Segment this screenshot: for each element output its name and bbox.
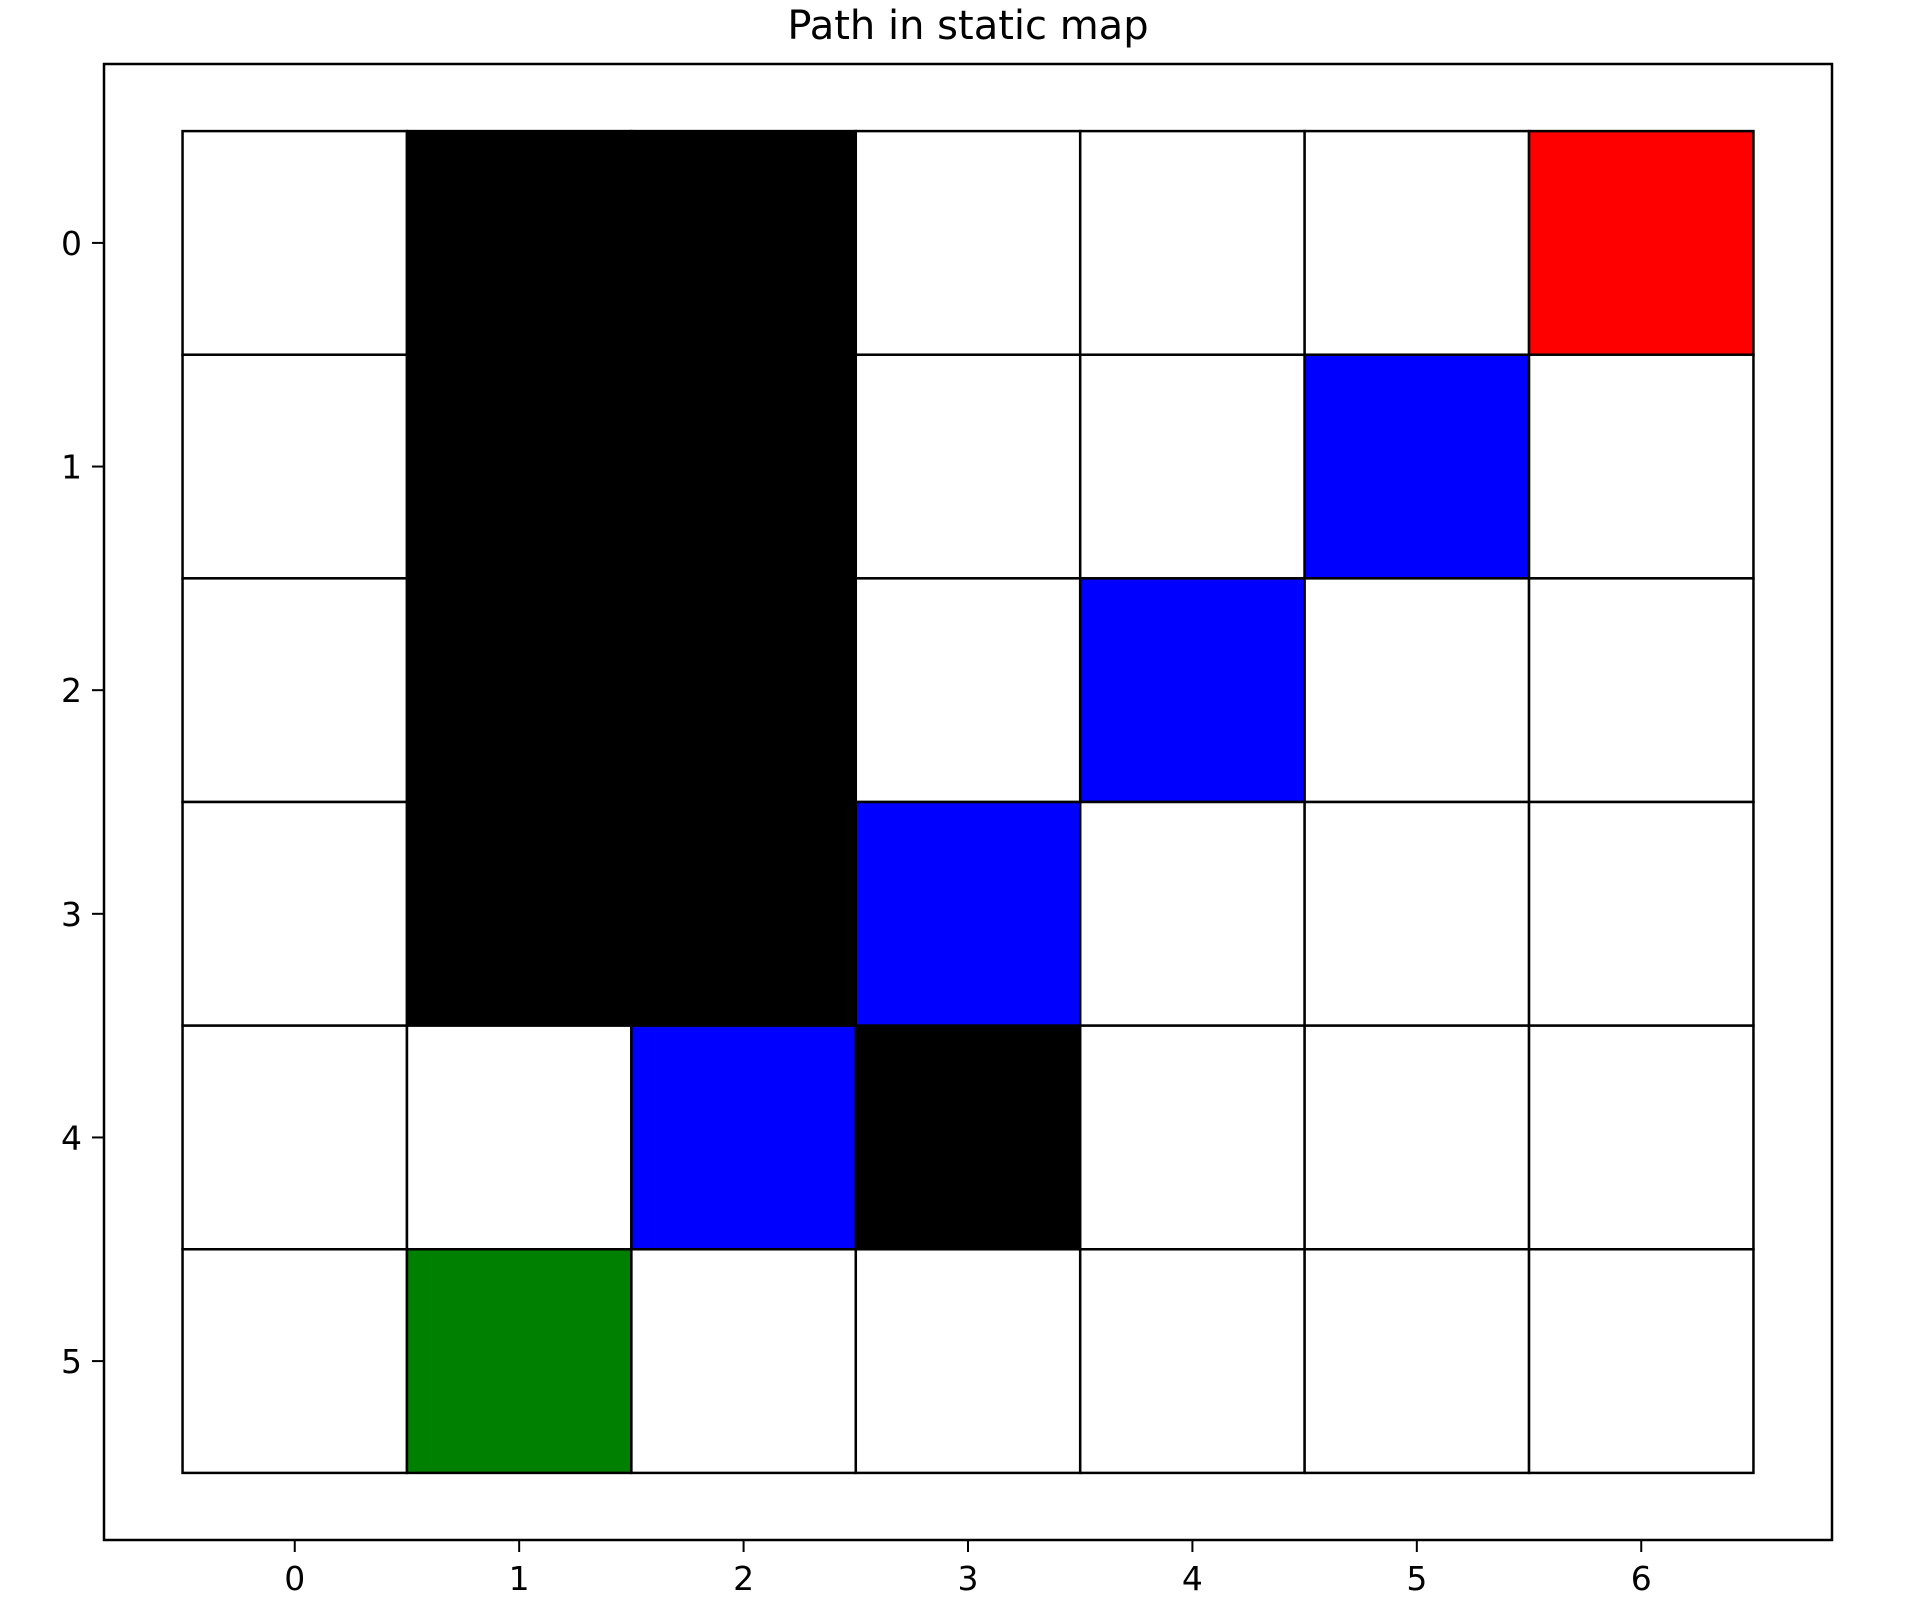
- cell-obstacle-r3-c2: [630, 800, 858, 1027]
- x-tick-label: 3: [958, 1559, 979, 1598]
- cell-free-r4-c5: [1303, 1024, 1531, 1251]
- cell-free-r0-c4: [1078, 129, 1306, 356]
- y-tick-label: 4: [61, 1118, 82, 1157]
- y-tick-label: 5: [61, 1342, 82, 1381]
- cell-free-r5-c2: [630, 1248, 858, 1475]
- cell-free-r1-c6: [1527, 353, 1755, 580]
- cell-start-r5-c1: [405, 1248, 633, 1475]
- cell-free-r3-c4: [1078, 800, 1306, 1027]
- cell-obstacle-r2-c1: [405, 577, 633, 804]
- cell-free-r5-c0: [181, 1248, 409, 1475]
- cell-free-r2-c3: [854, 577, 1082, 804]
- x-tick-label: 1: [509, 1559, 530, 1598]
- cell-free-r1-c3: [854, 353, 1082, 580]
- cell-free-r4-c6: [1527, 1024, 1755, 1251]
- cell-obstacle-r2-c2: [630, 577, 858, 804]
- y-axis: 0 1 2 3 4 5: [61, 224, 104, 1381]
- x-tick-label: 4: [1182, 1559, 1203, 1598]
- x-tick-label: 6: [1631, 1559, 1652, 1598]
- cell-obstacle-r3-c1: [405, 800, 633, 1027]
- y-tick-label: 1: [61, 448, 82, 487]
- cell-free-r1-c0: [181, 353, 409, 580]
- cell-free-r2-c0: [181, 577, 409, 804]
- cell-free-r3-c0: [181, 800, 409, 1027]
- chart-title: Path in static map: [787, 3, 1148, 49]
- cell-free-r1-c4: [1078, 353, 1306, 580]
- cell-path-r3-c3: [854, 800, 1082, 1027]
- cell-free-r3-c5: [1303, 800, 1531, 1027]
- x-tick-label: 5: [1406, 1559, 1427, 1598]
- cell-free-r0-c5: [1303, 129, 1531, 356]
- cell-free-r5-c4: [1078, 1248, 1306, 1475]
- cell-free-r4-c1: [405, 1024, 633, 1251]
- x-tick-label: 2: [733, 1559, 754, 1598]
- cell-obstacle-r0-c1: [405, 129, 633, 356]
- cell-free-r4-c0: [181, 1024, 409, 1251]
- cell-obstacle-r1-c1: [405, 353, 633, 580]
- y-tick-label: 2: [61, 671, 82, 710]
- cell-free-r5-c6: [1527, 1248, 1755, 1475]
- x-axis: 0 1 2 3 4 5 6: [284, 1540, 1652, 1598]
- grid-cells: [181, 129, 1755, 1475]
- cell-free-r0-c0: [181, 129, 409, 356]
- cell-obstacle-r0-c2: [630, 129, 858, 356]
- y-tick-label: 3: [61, 895, 82, 934]
- cell-free-r3-c6: [1527, 800, 1755, 1027]
- cell-path-r2-c4: [1078, 577, 1306, 804]
- cell-obstacle-r4-c3: [854, 1024, 1082, 1251]
- cell-free-r4-c4: [1078, 1024, 1306, 1251]
- cell-free-r0-c3: [854, 129, 1082, 356]
- cell-path-r4-c2: [630, 1024, 858, 1251]
- cell-obstacle-r1-c2: [630, 353, 858, 580]
- cell-free-r2-c6: [1527, 577, 1755, 804]
- x-tick-label: 0: [284, 1559, 305, 1598]
- cell-free-r5-c3: [854, 1248, 1082, 1475]
- axes-frame: [102, 62, 1834, 1542]
- cell-free-r5-c5: [1303, 1248, 1531, 1475]
- y-tick-label: 0: [61, 224, 82, 263]
- cell-free-r2-c5: [1303, 577, 1531, 804]
- cell-path-r1-c5: [1303, 353, 1531, 580]
- cell-goal-r0-c6: [1527, 129, 1755, 356]
